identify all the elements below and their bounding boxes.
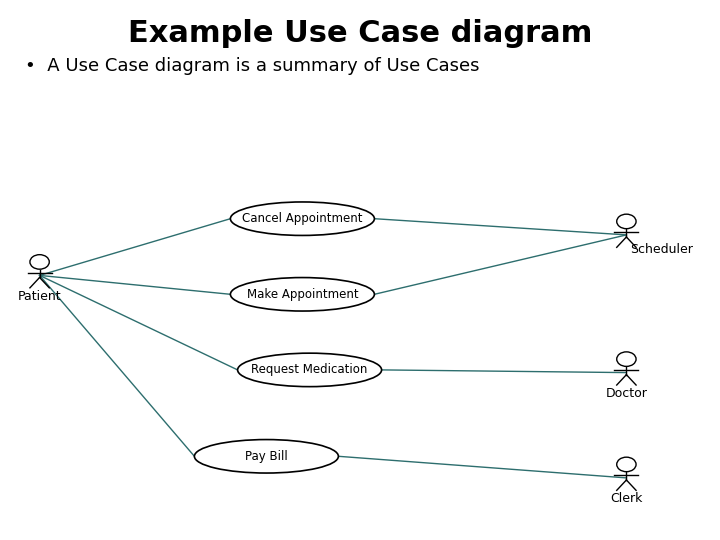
Text: Example Use Case diagram: Example Use Case diagram — [128, 19, 592, 48]
Text: Patient: Patient — [18, 289, 61, 302]
Text: Clerk: Clerk — [611, 492, 642, 505]
Text: Cancel Appointment: Cancel Appointment — [242, 212, 363, 225]
Text: Doctor: Doctor — [606, 387, 647, 400]
Ellipse shape — [230, 202, 374, 235]
Text: Scheduler: Scheduler — [630, 242, 693, 255]
Ellipse shape — [238, 353, 382, 387]
Text: •  A Use Case diagram is a summary of Use Cases: • A Use Case diagram is a summary of Use… — [25, 57, 480, 75]
Ellipse shape — [230, 278, 374, 311]
Ellipse shape — [194, 440, 338, 473]
Text: Request Medication: Request Medication — [251, 363, 368, 376]
Text: Make Appointment: Make Appointment — [246, 288, 359, 301]
Text: Pay Bill: Pay Bill — [245, 450, 288, 463]
